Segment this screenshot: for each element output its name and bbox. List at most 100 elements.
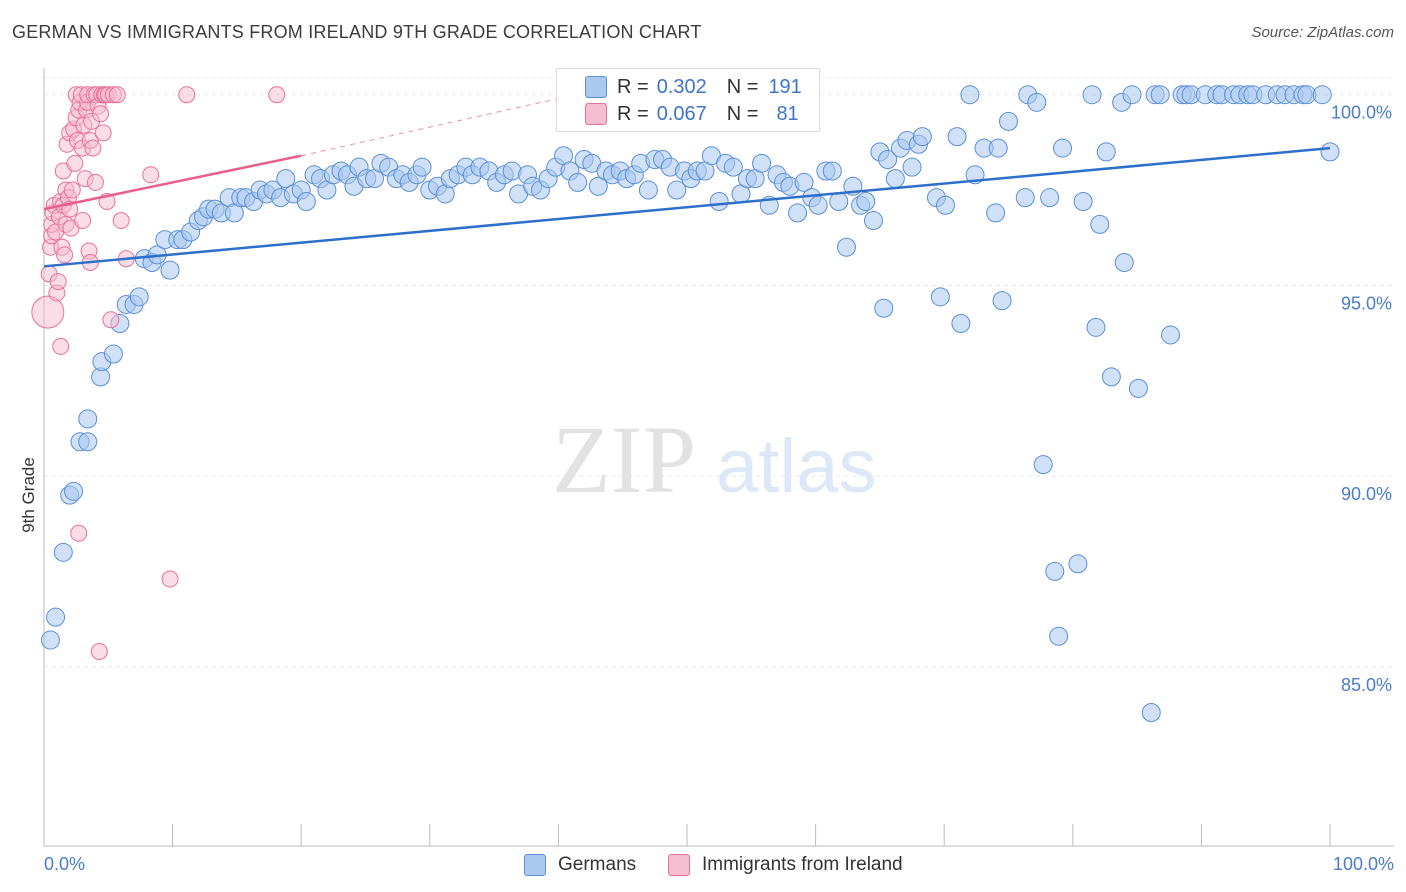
point-germans (947, 127, 967, 147)
legend-r-label: R = (617, 102, 649, 125)
watermark: ZIP atlas (552, 406, 877, 513)
source-label: Source: ZipAtlas.com (1251, 24, 1394, 41)
point-ireland (66, 154, 84, 172)
point-germans (40, 630, 60, 650)
point-germans (160, 260, 180, 280)
point-ireland (112, 212, 130, 230)
point-ireland (31, 295, 65, 329)
point-germans (986, 203, 1006, 223)
point-ireland (90, 643, 108, 660)
point-ireland (268, 86, 286, 104)
point-germans (1122, 85, 1142, 105)
point-germans (1045, 561, 1065, 581)
legend-row-germans: R = 0.302 N = 191 (585, 75, 802, 99)
point-germans (822, 161, 842, 181)
point-germans (568, 172, 588, 192)
bottom-legend-germans: Germans (524, 852, 636, 878)
legend-r-label: R = (617, 75, 649, 98)
point-germans (1312, 85, 1332, 105)
point-germans (46, 607, 66, 627)
trend-line-germans (43, 146, 1331, 268)
bottom-swatch-ireland (668, 854, 690, 876)
point-germans (64, 481, 84, 501)
point-germans (723, 157, 743, 177)
trend-lines (43, 98, 1331, 268)
point-ireland (74, 212, 92, 230)
point-germans (78, 432, 98, 452)
watermark-atlas: atlas (716, 424, 877, 509)
point-ireland (102, 311, 120, 329)
point-germans (103, 344, 123, 364)
point-germans (752, 153, 772, 173)
y-tick-label: 85.0% (1341, 675, 1392, 695)
legend-swatch-germans (585, 76, 607, 98)
point-ireland (94, 124, 112, 142)
point-germans (856, 191, 876, 211)
point-germans (1033, 455, 1053, 475)
point-ireland (52, 337, 70, 355)
point-germans (951, 314, 971, 334)
point-germans (878, 150, 898, 170)
point-germans (808, 195, 828, 215)
tick-labels: 100.0% 95.0% 90.0% 85.0% 0.0% 100.0% (44, 103, 1394, 874)
point-ireland (161, 570, 179, 588)
point-germans (885, 169, 905, 189)
legend-n-label: N = (726, 102, 759, 125)
x-tick-label-end: 100.0% (1333, 854, 1394, 874)
point-germans (1073, 191, 1093, 211)
point-ireland (178, 86, 196, 104)
point-germans (1053, 138, 1073, 158)
point-germans (1090, 214, 1110, 234)
y-axis-label: 9th Grade (19, 457, 38, 533)
bottom-swatch-germans (524, 854, 546, 876)
point-germans (829, 191, 849, 211)
point-germans (1161, 325, 1181, 345)
series-germans-points (40, 85, 1340, 723)
legend-n-value-germans: 191 (768, 75, 802, 98)
point-germans (1086, 317, 1106, 337)
point-ireland (92, 105, 110, 123)
point-germans (1096, 142, 1116, 162)
watermark-zip: ZIP (552, 406, 696, 513)
point-germans (412, 157, 432, 177)
point-germans (836, 237, 856, 257)
point-ireland (49, 273, 67, 291)
point-germans (1141, 703, 1161, 723)
point-germans (794, 172, 814, 192)
point-germans (1068, 554, 1088, 574)
point-germans (930, 287, 950, 307)
point-germans (129, 287, 149, 307)
point-germans (1027, 92, 1047, 112)
legend-r-value-germans: 0.302 (656, 75, 707, 98)
point-germans (912, 127, 932, 147)
bottom-label-ireland: Immigrants from Ireland (702, 854, 903, 875)
legend-swatch-ireland (585, 103, 607, 125)
point-ireland (84, 139, 102, 157)
y-tick-label: 90.0% (1341, 484, 1392, 504)
point-germans (874, 298, 894, 318)
legend-n-value-ireland: 81 (776, 102, 799, 125)
stats-legend: R = 0.302 N = 191 R = 0.067 N = 81 (556, 68, 820, 132)
point-germans (1128, 378, 1148, 398)
point-germans (902, 157, 922, 177)
point-germans (935, 195, 955, 215)
point-germans (276, 169, 296, 189)
point-germans (1114, 253, 1134, 272)
point-germans (960, 85, 980, 105)
point-germans (53, 542, 73, 562)
legend-n-label: N = (726, 75, 759, 98)
point-ireland (70, 524, 88, 542)
point-germans (992, 291, 1012, 311)
trend-line-ireland-extension (301, 98, 559, 157)
point-ireland (56, 246, 74, 264)
bottom-label-germans: Germans (558, 854, 637, 875)
point-germans (296, 191, 316, 211)
series-ireland-points (31, 86, 286, 660)
point-germans (1101, 367, 1121, 387)
point-germans (588, 176, 608, 196)
legend-row-ireland: R = 0.067 N = 81 (585, 102, 799, 126)
point-ireland (142, 166, 160, 184)
point-germans (1040, 188, 1060, 208)
x-tick-label-start: 0.0% (44, 854, 85, 874)
